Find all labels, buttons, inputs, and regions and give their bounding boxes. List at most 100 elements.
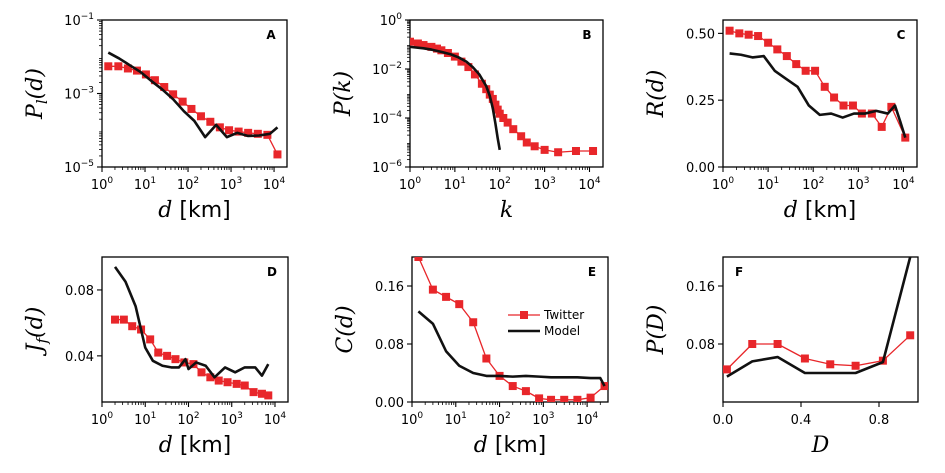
y-tick-label: 0.08 bbox=[375, 338, 404, 353]
twitter-point bbox=[163, 351, 172, 360]
series-layer bbox=[104, 51, 282, 159]
x-tick-label: 104 bbox=[892, 176, 915, 193]
plot-frame bbox=[722, 256, 919, 403]
model-line bbox=[113, 266, 270, 379]
twitter-point bbox=[206, 117, 215, 126]
panel-letter: D bbox=[267, 265, 277, 279]
x-axis-label: d [km] bbox=[159, 433, 231, 458]
twitter-point bbox=[535, 394, 544, 402]
twitter-point bbox=[206, 373, 215, 382]
twitter-point bbox=[457, 57, 466, 66]
twitter-point bbox=[442, 292, 451, 301]
series-layer bbox=[410, 37, 598, 157]
twitter-point bbox=[723, 365, 731, 374]
twitter-point bbox=[273, 150, 282, 159]
panel-letter: B bbox=[582, 28, 591, 42]
x-tick-label: 104 bbox=[263, 176, 286, 193]
twitter-point bbox=[773, 340, 782, 348]
panel-letter: A bbox=[266, 28, 276, 42]
x-tick-label: 101 bbox=[445, 411, 467, 428]
twitter-point bbox=[560, 395, 569, 402]
twitter-point bbox=[160, 83, 169, 92]
twitter-point bbox=[801, 66, 810, 75]
twitter-point bbox=[128, 322, 137, 331]
x-tick-label: 0.0 bbox=[713, 413, 734, 428]
legend-twitter-marker bbox=[520, 311, 528, 319]
twitter-point bbox=[154, 348, 163, 357]
x-axis-label: d [km] bbox=[158, 198, 230, 223]
y-tick-label: 10−3 bbox=[64, 86, 94, 103]
twitter-point bbox=[169, 90, 178, 99]
plot-frame bbox=[101, 256, 289, 403]
series-layer bbox=[725, 26, 910, 142]
twitter-point bbox=[244, 128, 253, 137]
twitter-point bbox=[114, 62, 123, 71]
y-tick-label: 0.16 bbox=[686, 280, 715, 295]
twitter-point bbox=[877, 122, 886, 131]
y-tick-label: 0.00 bbox=[686, 161, 715, 176]
x-tick-label: 100 bbox=[91, 411, 114, 428]
y-axis-label: P(D) bbox=[644, 305, 669, 356]
twitter-line bbox=[729, 30, 906, 138]
panel-c: 100 101 102 103 104 0.00 0.25 0.50 d [km] R(d) C bbox=[644, 19, 918, 223]
twitter-point bbox=[414, 257, 423, 261]
twitter-point bbox=[820, 82, 829, 91]
twitter-point bbox=[547, 395, 556, 402]
twitter-point bbox=[146, 335, 155, 344]
model-line bbox=[107, 51, 279, 139]
twitter-point bbox=[419, 41, 428, 50]
twitter-point bbox=[530, 142, 539, 151]
twitter-point bbox=[586, 393, 595, 402]
twitter-point bbox=[773, 45, 782, 54]
plot-frame bbox=[411, 256, 609, 403]
twitter-point bbox=[249, 388, 258, 397]
twitter-point bbox=[826, 360, 835, 369]
legend-twitter-label: Twitter bbox=[543, 308, 584, 322]
twitter-point bbox=[104, 62, 113, 71]
twitter-point bbox=[214, 376, 223, 385]
twitter-point bbox=[427, 42, 436, 51]
x-tick-label: 0.4 bbox=[791, 413, 812, 428]
twitter-point bbox=[469, 318, 478, 327]
panel-b: 100 101 102 103 104 10−6 10−4 10−2 100 k P(k) B bbox=[331, 12, 604, 223]
twitter-point bbox=[764, 38, 773, 47]
twitter-point bbox=[111, 315, 120, 324]
twitter-point bbox=[573, 395, 582, 402]
x-tick-label: 0.8 bbox=[869, 413, 890, 428]
series-layer bbox=[111, 266, 273, 400]
x-tick-label: 102 bbox=[488, 411, 510, 428]
twitter-point bbox=[413, 39, 422, 48]
twitter-point bbox=[800, 354, 809, 363]
twitter-point bbox=[517, 132, 526, 141]
twitter-point bbox=[792, 60, 801, 69]
twitter-line bbox=[410, 41, 594, 153]
model-line bbox=[417, 310, 606, 387]
twitter-point bbox=[187, 104, 196, 113]
twitter-point bbox=[867, 109, 876, 118]
panel-e: 100 101 102 103 104 0.00 0.08 0.16 d [km] C(d) E Tw… bbox=[333, 256, 609, 458]
twitter-point bbox=[748, 340, 757, 348]
twitter-point bbox=[744, 30, 753, 39]
x-tick-label: 100 bbox=[712, 176, 735, 193]
y-tick-label: 0.25 bbox=[686, 94, 715, 109]
y-tick-label: 10−4 bbox=[372, 110, 402, 127]
twitter-point bbox=[754, 32, 763, 41]
model-line bbox=[729, 52, 907, 138]
panel-letter: F bbox=[735, 265, 743, 279]
twitter-point bbox=[470, 70, 479, 79]
twitter-point bbox=[495, 109, 504, 118]
twitter-point bbox=[735, 29, 744, 38]
twitter-point bbox=[906, 331, 915, 340]
x-axis-label: d [km] bbox=[784, 198, 856, 223]
twitter-point bbox=[491, 100, 500, 109]
x-tick-label: 103 bbox=[847, 176, 869, 193]
twitter-point bbox=[225, 126, 234, 135]
twitter-point bbox=[571, 146, 580, 155]
model-line bbox=[410, 45, 502, 151]
legend-model-label: Model bbox=[544, 324, 580, 338]
series-layer bbox=[723, 257, 915, 378]
twitter-point bbox=[493, 105, 502, 114]
x-tick-label: 100 bbox=[399, 176, 422, 193]
y-tick-label: 0.04 bbox=[65, 350, 94, 365]
